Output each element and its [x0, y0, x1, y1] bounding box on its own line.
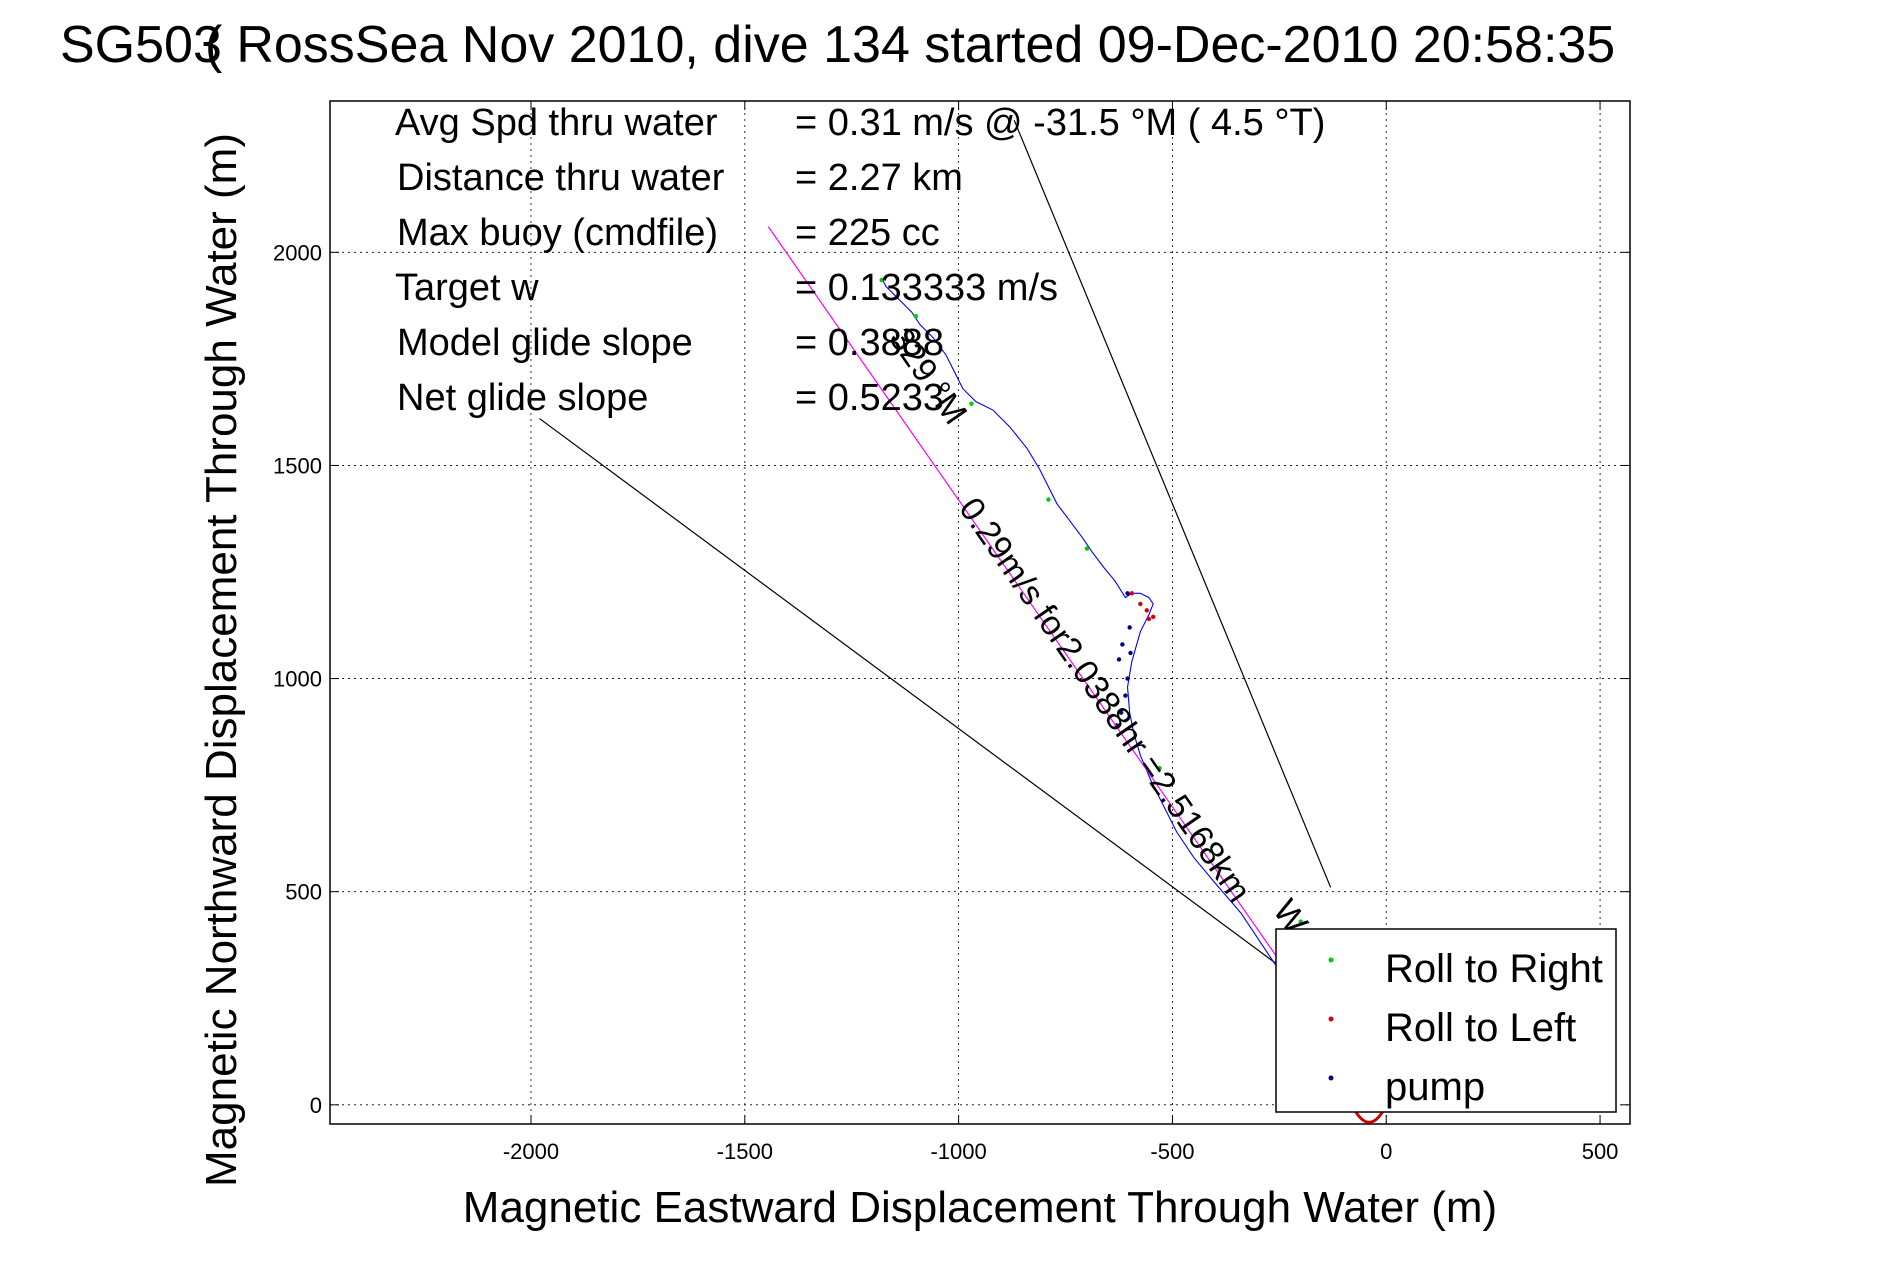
y-tick-label: 1000	[273, 667, 322, 692]
legend-label-roll-left: Roll to Left	[1385, 1006, 1576, 1050]
pump-point	[1120, 642, 1125, 647]
legend-marker-roll-right	[1328, 957, 1334, 963]
y-tick-label: 2000	[273, 240, 322, 265]
chart-title: SG503 RossSea Nov 2010, dive 134 started…	[60, 16, 1615, 74]
stat-value-distance: = 2.27 km	[795, 157, 963, 199]
plot-area: -2000 -1500 -1000 -500 0 500 0 500 1000 1500 2000	[273, 100, 1631, 1164]
pump-point	[1128, 650, 1133, 656]
stat-label-model-glide: Model glide slope	[397, 322, 693, 364]
stat-label-avg-spd: Avg Spd thru water	[395, 102, 718, 144]
legend-label-roll-right: Roll to Right	[1385, 947, 1603, 991]
x-tick-label: -1500	[717, 1139, 773, 1164]
roll-to-right-point	[1046, 497, 1051, 502]
title-overlay-glyph: (	[205, 16, 223, 74]
stats-block: Avg Spd thru water = 0.31 m/s @ -31.5 °M…	[395, 102, 1325, 419]
stat-value-max-buoy: = 225 cc	[795, 212, 940, 254]
x-tick-label: -500	[1150, 1139, 1194, 1164]
legend-marker-roll-left	[1328, 1016, 1334, 1022]
y-gridlines	[330, 251, 1630, 1106]
roll-to-right-point	[969, 401, 974, 406]
roll-to-left-point	[1146, 616, 1152, 622]
roll-to-right-point	[1084, 546, 1090, 551]
pump-point	[1127, 625, 1132, 630]
pump-point	[1118, 710, 1124, 715]
roll-to-left-point	[1129, 591, 1135, 596]
legend: Roll to Right Roll to Left pump	[1275, 928, 1617, 1113]
roll-to-left-point	[1144, 608, 1149, 613]
roll-to-right-point	[1208, 849, 1214, 854]
pump-point	[1125, 591, 1130, 596]
roll-to-right-point	[1298, 919, 1303, 924]
stat-value-model-glide: = 0.3888	[795, 322, 944, 364]
x-tick-label: -2000	[503, 1139, 559, 1164]
stat-label-net-glide: Net glide slope	[397, 377, 648, 419]
x-tick-labels: -2000 -1500 -1000 -500 0 500	[503, 1139, 1619, 1164]
pump-point	[1123, 693, 1128, 698]
x-tick-label: -1000	[930, 1139, 986, 1164]
roll-to-left-point	[1150, 614, 1156, 619]
y-tick-label: 0	[310, 1093, 322, 1118]
roll-to-right-point	[879, 277, 884, 283]
pointer-line	[1013, 119, 1332, 888]
y-tick-label: 500	[285, 880, 322, 905]
roll-to-left-point	[1138, 601, 1143, 607]
roll-to-right-point	[1157, 765, 1162, 771]
legend-marker-pump	[1328, 1075, 1334, 1081]
y-axis-label: Magnetic Northward Displacement Through …	[197, 133, 246, 1187]
stat-value-target-w: = 0.133333 m/s	[795, 267, 1058, 309]
stat-label-target-w: Target w	[395, 267, 539, 309]
pump-point	[1125, 676, 1130, 681]
stat-value-net-glide: = 0.5233	[795, 377, 944, 419]
y-tick-labels: 0 500 1000 1500 2000	[273, 240, 322, 1118]
stat-label-max-buoy: Max buoy (cmdfile)	[397, 212, 718, 254]
x-tick-label: 500	[1582, 1139, 1619, 1164]
pointer-line	[539, 418, 1295, 978]
stat-value-avg-spd: = 0.31 m/s @ -31.5 °M ( 4.5 °T)	[795, 102, 1325, 144]
track-line	[881, 277, 1374, 1106]
y-tick-label: 1500	[273, 453, 322, 478]
pump-point	[1116, 657, 1122, 662]
roll-to-right-point	[913, 314, 919, 319]
stat-label-distance: Distance thru water	[397, 157, 725, 199]
x-tick-label: 0	[1380, 1139, 1392, 1164]
legend-label-pump: pump	[1385, 1065, 1485, 1109]
pointer-lines	[539, 119, 1332, 978]
x-axis-label: Magnetic Eastward Displacement Through W…	[463, 1183, 1497, 1232]
